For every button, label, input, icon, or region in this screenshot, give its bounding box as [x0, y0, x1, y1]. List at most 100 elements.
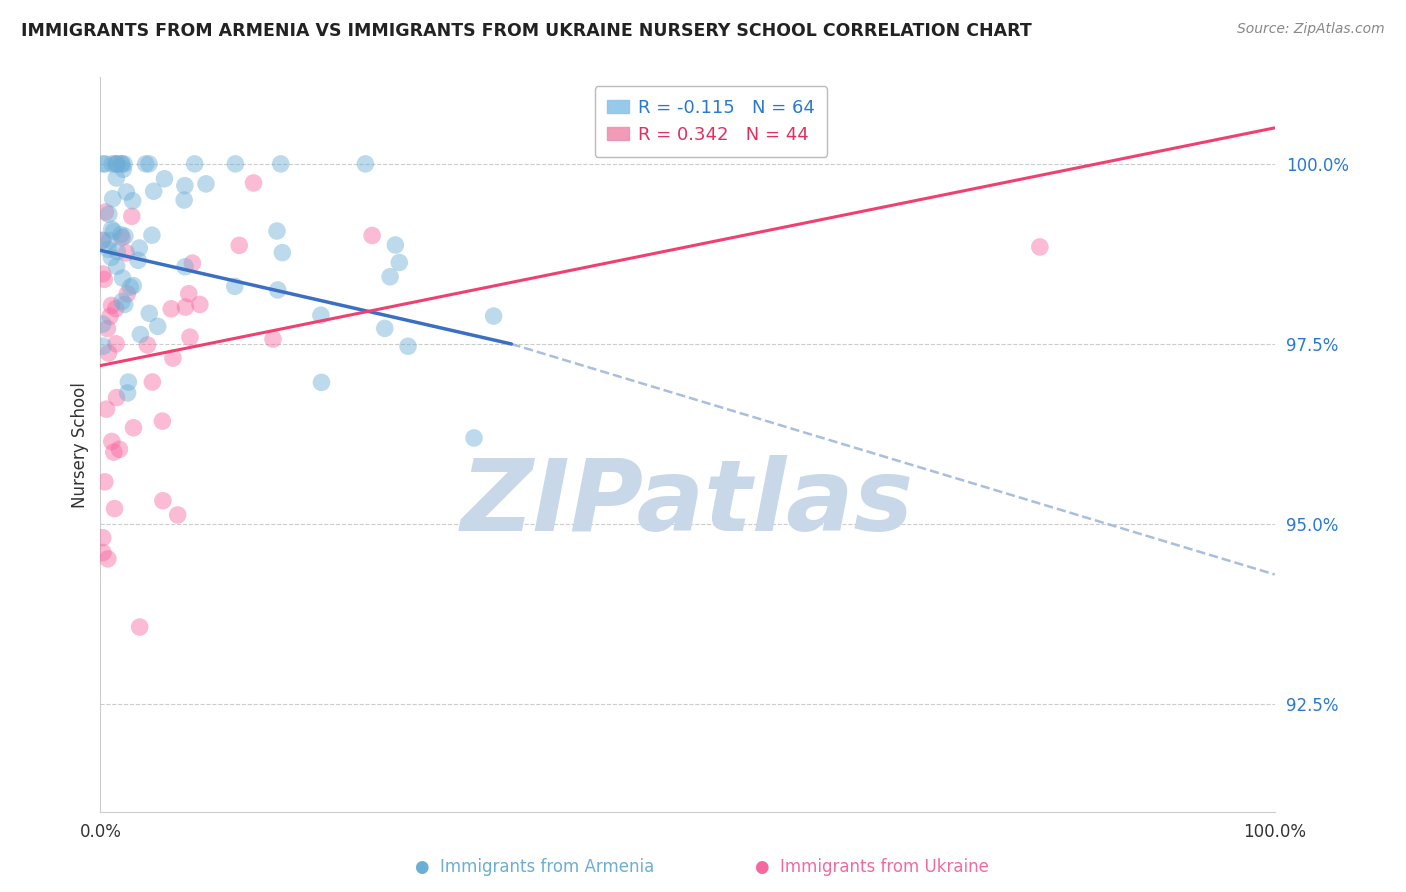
Point: [127, 253, 149, 268]
Point: [117, 286, 139, 301]
Point: [153, 171, 176, 186]
Point: [91, 339, 114, 353]
Point: [93, 272, 115, 286]
Point: [135, 157, 157, 171]
Point: [242, 176, 264, 190]
Point: [482, 309, 505, 323]
Text: ●  Immigrants from Ukraine: ● Immigrants from Ukraine: [755, 858, 988, 876]
Point: [108, 442, 131, 457]
Point: [91, 234, 114, 248]
Point: [266, 224, 288, 238]
Point: [97, 346, 120, 360]
Point: [354, 157, 377, 171]
Point: [129, 327, 152, 342]
Point: [183, 157, 205, 171]
Point: [91, 157, 114, 171]
Point: [103, 224, 125, 238]
Point: [136, 338, 159, 352]
Point: [91, 267, 114, 281]
Point: [114, 297, 136, 311]
Point: [228, 238, 250, 252]
Point: [122, 278, 145, 293]
Point: [105, 157, 128, 171]
Text: Source: ZipAtlas.com: Source: ZipAtlas.com: [1237, 22, 1385, 37]
Point: [138, 306, 160, 320]
Point: [91, 317, 114, 331]
Point: [98, 310, 121, 324]
Legend: R = -0.115   N = 64, R = 0.342   N = 44: R = -0.115 N = 64, R = 0.342 N = 44: [595, 87, 828, 157]
Point: [378, 269, 401, 284]
Point: [374, 321, 396, 335]
Point: [111, 271, 134, 285]
Point: [396, 339, 419, 353]
Text: ZIPatlas: ZIPatlas: [461, 455, 914, 552]
Point: [91, 531, 114, 545]
Point: [388, 255, 411, 269]
Point: [105, 336, 128, 351]
Point: [115, 185, 138, 199]
Point: [114, 229, 136, 244]
Point: [100, 251, 122, 265]
Point: [105, 244, 128, 259]
Point: [105, 260, 128, 274]
Point: [96, 402, 118, 417]
Point: [173, 193, 195, 207]
Text: ●  Immigrants from Armenia: ● Immigrants from Armenia: [415, 858, 654, 876]
Point: [117, 386, 139, 401]
Point: [174, 260, 197, 274]
Point: [166, 508, 188, 522]
Point: [97, 207, 120, 221]
Point: [311, 376, 333, 390]
Point: [120, 280, 142, 294]
Point: [224, 279, 246, 293]
Point: [101, 434, 124, 449]
Point: [105, 391, 128, 405]
Point: [309, 308, 332, 322]
Point: [97, 552, 120, 566]
Point: [150, 414, 173, 428]
Point: [160, 301, 183, 316]
Point: [121, 194, 143, 208]
Point: [224, 157, 246, 171]
Y-axis label: Nursery School: Nursery School: [72, 382, 89, 508]
Point: [112, 157, 135, 171]
Point: [96, 321, 118, 335]
Point: [179, 330, 201, 344]
Point: [100, 298, 122, 312]
Point: [91, 545, 114, 559]
Point: [141, 375, 163, 389]
Point: [94, 205, 117, 219]
Point: [195, 177, 218, 191]
Point: [104, 157, 127, 171]
Point: [152, 493, 174, 508]
Point: [110, 157, 132, 171]
Point: [110, 227, 132, 242]
Point: [100, 222, 122, 236]
Point: [162, 351, 184, 365]
Point: [101, 192, 124, 206]
Point: [128, 241, 150, 255]
Point: [188, 297, 211, 311]
Point: [94, 475, 117, 489]
Point: [138, 157, 160, 171]
Point: [97, 243, 120, 257]
Point: [384, 238, 406, 252]
Point: [94, 157, 117, 171]
Point: [262, 332, 284, 346]
Point: [101, 157, 124, 171]
Point: [122, 421, 145, 435]
Point: [1029, 240, 1052, 254]
Point: [270, 157, 292, 171]
Point: [110, 157, 132, 171]
Point: [121, 210, 143, 224]
Point: [111, 294, 134, 309]
Point: [105, 157, 128, 171]
Text: IMMIGRANTS FROM ARMENIA VS IMMIGRANTS FROM UKRAINE NURSERY SCHOOL CORRELATION CH: IMMIGRANTS FROM ARMENIA VS IMMIGRANTS FR…: [21, 22, 1032, 40]
Point: [111, 230, 134, 244]
Point: [174, 300, 197, 314]
Point: [103, 501, 125, 516]
Point: [181, 256, 204, 270]
Point: [271, 245, 294, 260]
Point: [128, 620, 150, 634]
Point: [177, 286, 200, 301]
